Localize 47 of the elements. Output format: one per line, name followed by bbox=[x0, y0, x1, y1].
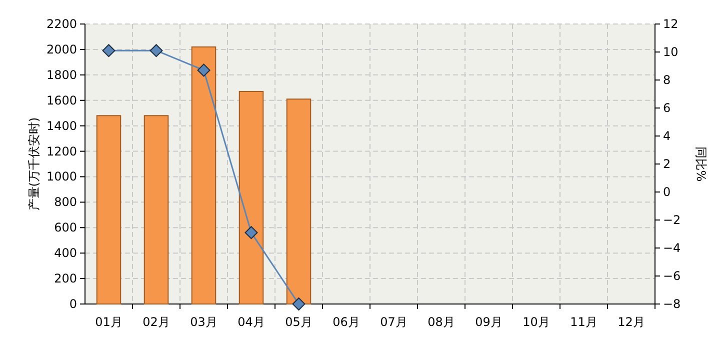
y-tick-label: 1200 bbox=[46, 144, 77, 158]
y2-tick-label: 10 bbox=[663, 45, 678, 59]
y-tick-label: 800 bbox=[54, 195, 77, 210]
y2-tick-label: −8 bbox=[663, 297, 681, 311]
y2-tick-label: −2 bbox=[663, 213, 681, 227]
bar bbox=[191, 46, 216, 304]
y2-tick-label: −6 bbox=[663, 269, 681, 283]
x-tick-label: 01月 bbox=[95, 315, 122, 329]
x-tick-label: 05月 bbox=[285, 315, 312, 329]
y-tick-label: 1600 bbox=[46, 93, 77, 108]
x-tick-label: 11月 bbox=[570, 315, 598, 329]
point bbox=[197, 64, 210, 77]
y2-tick-label: −4 bbox=[663, 241, 681, 255]
y-tick-label: 2200 bbox=[46, 17, 77, 31]
y-tick-label: 200 bbox=[54, 272, 77, 286]
point bbox=[244, 226, 258, 240]
bar bbox=[96, 115, 122, 304]
x-tick-label: 07月 bbox=[380, 315, 408, 329]
point bbox=[102, 44, 116, 58]
x-tick-label: 08月 bbox=[428, 315, 455, 329]
y-tick-label: 1400 bbox=[46, 118, 77, 133]
y2-tick-label: 6 bbox=[663, 101, 671, 115]
x-tick-label: 12月 bbox=[618, 315, 645, 329]
y2-axis-title: 同比% bbox=[694, 146, 708, 182]
y2-tick-label: 0 bbox=[663, 185, 671, 199]
point bbox=[150, 44, 163, 58]
point bbox=[292, 298, 306, 310]
y-tick-label: 400 bbox=[54, 246, 77, 260]
y-tick-label: 600 bbox=[54, 220, 77, 235]
y-tick-label: 1800 bbox=[46, 68, 77, 82]
x-tick-label: 06月 bbox=[332, 315, 360, 329]
x-tick-label: 04月 bbox=[238, 315, 265, 329]
y-axis-title: 产量(万千伏安时) bbox=[27, 117, 41, 211]
bar bbox=[144, 115, 169, 304]
y2-tick-label: 4 bbox=[663, 129, 671, 143]
bar bbox=[238, 90, 264, 304]
x-tick-label: 09月 bbox=[475, 315, 502, 329]
y-tick-label: 1000 bbox=[46, 170, 77, 184]
y2-tick-label: 2 bbox=[663, 157, 671, 171]
x-tick-label: 03月 bbox=[190, 315, 218, 329]
x-tick-label: 10月 bbox=[522, 315, 550, 329]
y-tick-label: 2000 bbox=[46, 42, 77, 56]
y2-tick-label: 8 bbox=[663, 73, 671, 87]
y2-tick-label: 12 bbox=[663, 17, 678, 31]
bar bbox=[286, 98, 312, 304]
y-tick-label: 0 bbox=[69, 297, 77, 311]
x-tick-label: 02月 bbox=[142, 315, 170, 329]
